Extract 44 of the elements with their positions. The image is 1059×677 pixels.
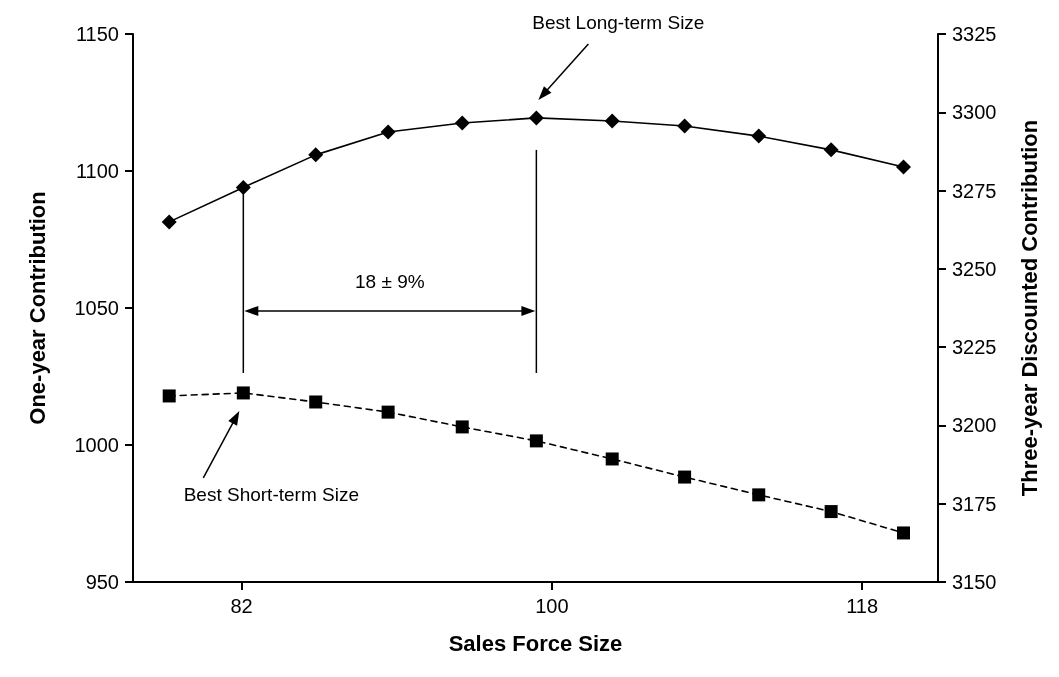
point (161, 214, 177, 230)
point (529, 434, 543, 448)
point (454, 115, 470, 131)
y-tick-label: 1150 (75, 23, 119, 45)
point (678, 470, 692, 484)
point (528, 110, 544, 126)
x-axis-title: Sales Force Size (448, 630, 623, 656)
y-tick-label: 1100 (75, 160, 119, 182)
point (455, 420, 469, 434)
point (824, 505, 838, 519)
point (605, 452, 619, 466)
y2-tick-label: 3175 (952, 492, 997, 515)
y2-tick-label: 3200 (952, 414, 997, 437)
point (308, 147, 324, 163)
y2-tick-label: 3325 (952, 23, 997, 45)
point (677, 118, 693, 134)
y-tick-label: 1050 (74, 297, 119, 319)
point (896, 159, 912, 175)
annotation: 18 ± 9% (355, 270, 425, 292)
point (380, 124, 396, 140)
x-tick-label: 118 (846, 595, 879, 617)
point (751, 128, 767, 144)
point (381, 405, 395, 419)
y2-tick-label: 3250 (952, 257, 997, 280)
y-tick-label: 950 (85, 571, 119, 593)
point (752, 488, 766, 502)
point (162, 389, 176, 403)
point (823, 142, 839, 158)
y2-axis-title: Three-year Discounted Contribution (1016, 119, 1042, 497)
y2-tick-label: 3275 (952, 179, 997, 202)
point (604, 113, 620, 129)
y2-tick-label: 3300 (952, 101, 997, 124)
point (897, 526, 911, 540)
point (235, 179, 251, 195)
y-axis-title: One-year Contribution (24, 191, 50, 425)
point (309, 395, 323, 409)
text: Best Long-term Size (532, 11, 705, 33)
x-tick-label: 82 (230, 595, 253, 617)
x-tick-label: 100 (535, 595, 569, 617)
y2-tick-label: 3150 (952, 571, 997, 593)
annotation: Best Short-term Size (183, 484, 359, 506)
point (236, 386, 250, 400)
y2-tick-label: 3225 (952, 336, 997, 359)
y-tick-label: 1000 (74, 434, 119, 456)
